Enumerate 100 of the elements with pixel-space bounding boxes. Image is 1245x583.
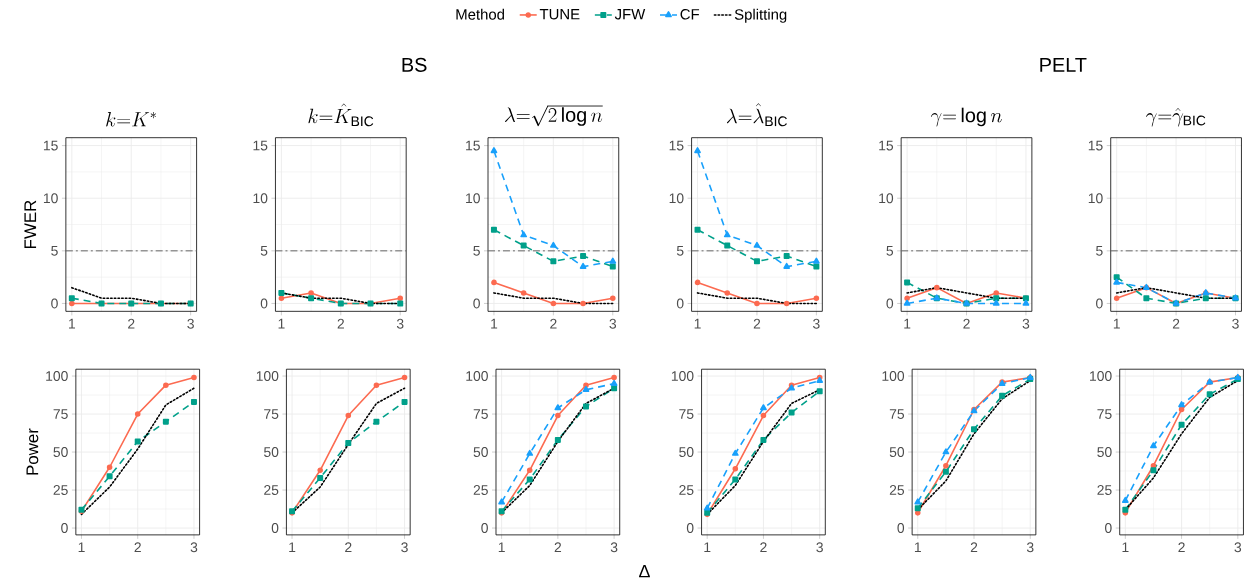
y-tick-label: 50: [53, 447, 68, 458]
x-tick-label: 1: [694, 318, 701, 329]
y-tick-label: 15: [43, 140, 58, 151]
y-tick-label: 5: [886, 246, 894, 256]
y-tick-label: 15: [879, 140, 894, 151]
y-tick-label: 25: [1097, 485, 1112, 496]
x-tick-label: 1: [704, 542, 711, 553]
y-tick-label: 25: [473, 485, 488, 496]
y-tick-label: 15: [253, 140, 268, 151]
chart-title: $k{=}K^{*}$: [106, 112, 156, 127]
x-tick-label: 1: [904, 318, 911, 329]
y-tick-label: 10: [669, 193, 684, 204]
x-tick-label: 2: [550, 318, 557, 329]
x-tick-label: 2: [134, 542, 141, 553]
x-tick-label: 2: [1172, 318, 1180, 329]
y-tick-label: 25: [889, 485, 905, 496]
y-tick-label: 75: [1097, 409, 1112, 420]
x-tick-label: 3: [401, 542, 408, 553]
x-tick-label: 3: [396, 318, 404, 329]
y-axis-title: FWER: [24, 200, 37, 249]
x-tick-label: 2: [963, 318, 970, 329]
y-tick-label: 5: [260, 246, 268, 256]
y-tick-label: 100: [1090, 371, 1112, 382]
y-tick-label: 0: [897, 523, 905, 534]
y-tick-label: 50: [264, 447, 279, 458]
x-tick-label: 2: [337, 318, 344, 329]
x-tick-label: 1: [1122, 542, 1129, 553]
x-tick-label: 1: [491, 318, 498, 329]
y-tick-label: 100: [46, 371, 68, 382]
y-tick-label: 50: [889, 447, 905, 458]
chart-title: $k{=}\hat{K}_{\mathrm{BIC}}$: [308, 103, 374, 127]
y-axis-title: Power: [26, 428, 39, 475]
legend-label: CF: [680, 9, 700, 20]
chart-subtitle: PELT: [1040, 58, 1087, 72]
x-tick-label: 1: [78, 542, 85, 553]
x-tick-label: 1: [1113, 318, 1120, 329]
x-tick-label: 2: [128, 318, 135, 329]
y-tick-label: 0: [271, 523, 279, 534]
x-tick-label: 3: [190, 542, 198, 553]
x-tick-label: 2: [554, 542, 562, 553]
x-tick-label: 3: [609, 318, 617, 329]
y-tick-label: 50: [473, 447, 488, 458]
x-tick-label: 1: [278, 318, 285, 329]
y-tick-label: 5: [676, 246, 684, 256]
x-tick-label: 2: [345, 542, 352, 553]
y-tick-label: 10: [43, 193, 58, 204]
x-tick-label: 3: [610, 542, 618, 553]
y-tick-label: 25: [679, 485, 694, 496]
y-tick-label: 0: [886, 298, 894, 309]
x-tick-label: 1: [914, 542, 921, 553]
legend-label: Splitting: [734, 8, 787, 23]
chart-title: $\lambda{=}\sqrt{2\log n}$: [505, 105, 603, 127]
chart-title: $\lambda{=}\hat{\lambda}_{\mathrm{BIC}}$: [726, 103, 787, 127]
x-tick-label: 3: [187, 318, 194, 329]
y-tick-label: 75: [473, 409, 488, 420]
x-tick-label: 3: [1232, 318, 1239, 329]
y-tick-label: 15: [466, 140, 480, 151]
y-tick-label: 75: [264, 409, 279, 420]
y-tick-label: 10: [466, 193, 480, 204]
x-tick-label: 2: [1178, 542, 1185, 553]
y-tick-label: 10: [879, 193, 894, 204]
y-tick-label: 25: [53, 485, 68, 496]
y-tick-label: 10: [1088, 193, 1103, 204]
chart-title: $\gamma{=}\hat{\gamma}_{\mathrm{BIC}}$: [1146, 108, 1206, 127]
y-tick-label: 0: [686, 523, 694, 534]
y-tick-label: 5: [473, 246, 480, 256]
y-tick-label: 100: [256, 371, 279, 382]
legend-label: TUNE: [539, 9, 580, 20]
y-tick-label: 0: [1105, 523, 1112, 534]
x-tick-label: 2: [753, 318, 761, 329]
y-tick-label: 15: [669, 140, 684, 151]
y-tick-label: 75: [679, 409, 694, 420]
x-axis-title: Δ: [639, 565, 650, 578]
y-tick-label: 50: [679, 447, 694, 458]
x-tick-label: 3: [816, 542, 823, 553]
y-tick-label: 100: [882, 371, 905, 382]
y-tick-label: 50: [1097, 447, 1112, 458]
x-tick-label: 3: [1026, 542, 1034, 553]
y-tick-label: 5: [1096, 246, 1103, 256]
x-tick-label: 1: [289, 542, 296, 553]
y-tick-label: 15: [1088, 140, 1103, 151]
x-tick-label: 3: [813, 318, 820, 329]
y-tick-label: 100: [671, 371, 694, 382]
y-tick-label: 25: [264, 485, 279, 496]
y-tick-label: 0: [61, 523, 68, 534]
x-tick-label: 3: [1022, 318, 1030, 329]
y-tick-label: 0: [676, 298, 684, 309]
y-tick-label: 0: [51, 298, 58, 309]
y-tick-label: 0: [481, 523, 488, 534]
y-tick-label: 0: [1096, 298, 1103, 309]
y-tick-label: 75: [889, 409, 905, 420]
chart-subtitle: BS: [402, 57, 427, 72]
x-tick-label: 2: [760, 542, 767, 553]
y-tick-label: 0: [260, 298, 268, 309]
chart-title: $\gamma{=}\log n$: [930, 107, 1002, 127]
y-tick-label: 10: [253, 193, 268, 204]
legend-title: Method: [456, 8, 504, 20]
y-tick-label: 5: [51, 246, 58, 256]
y-tick-label: 0: [473, 298, 480, 309]
x-tick-label: 1: [498, 542, 505, 553]
